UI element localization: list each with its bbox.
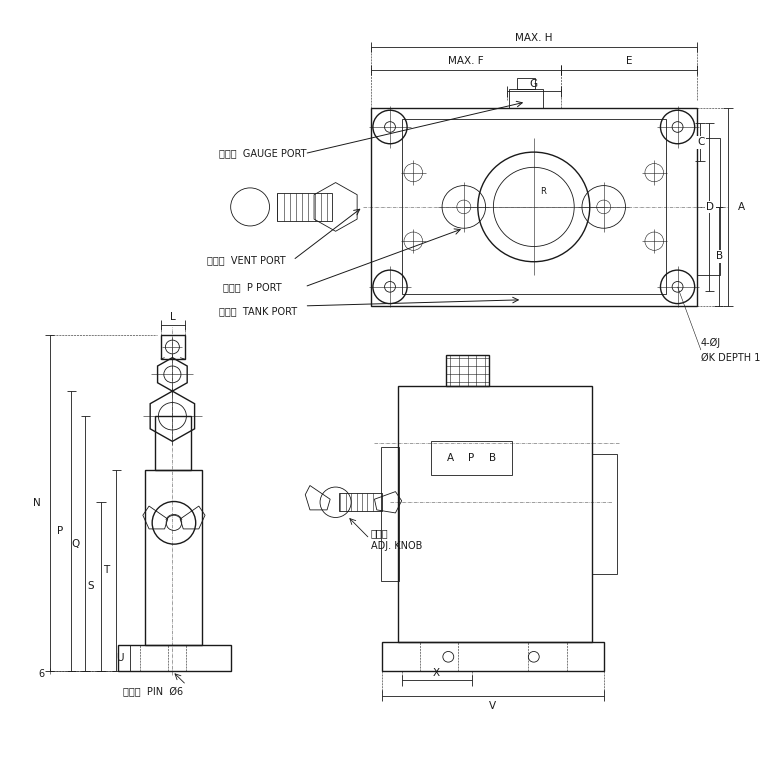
Bar (509, 89, 543, 108)
Text: 測壓口  GAUGE PORT: 測壓口 GAUGE PORT (219, 149, 307, 159)
Bar (592, 455, 617, 574)
Text: U: U (115, 653, 123, 663)
Text: A: A (738, 202, 746, 212)
Text: R: R (541, 187, 546, 196)
Text: T: T (103, 565, 109, 575)
Text: A: A (447, 453, 454, 463)
Bar (381, 447, 399, 581)
Bar (446, 354, 490, 386)
Text: 定位銷  PIN  Ø6: 定位銷 PIN Ø6 (123, 688, 183, 698)
Bar (697, 138, 720, 276)
Text: C: C (697, 138, 704, 147)
Text: 調節鈕: 調節鈕 (370, 528, 388, 538)
Bar (145, 470, 202, 645)
Text: ØK DEPTH 1: ØK DEPTH 1 (701, 353, 760, 363)
Text: V: V (489, 701, 497, 711)
Text: ADJ. KNOB: ADJ. KNOB (370, 542, 422, 552)
Bar (154, 416, 191, 470)
Bar (370, 108, 697, 306)
Bar (516, 77, 535, 89)
Text: P: P (58, 526, 64, 536)
Bar (431, 442, 512, 475)
Text: D: D (706, 202, 714, 212)
Text: E: E (626, 56, 633, 66)
Text: B: B (716, 251, 723, 261)
Text: 4-ØJ: 4-ØJ (701, 338, 721, 348)
Bar (402, 119, 666, 294)
Text: G: G (530, 79, 538, 89)
Text: 回油口  TANK PORT: 回油口 TANK PORT (219, 306, 297, 316)
Text: P: P (469, 453, 475, 463)
Text: 遠控口  VENT PORT: 遠控口 VENT PORT (207, 255, 286, 265)
Text: L: L (169, 312, 176, 322)
Text: S: S (87, 581, 94, 591)
Bar (339, 493, 382, 511)
Text: Q: Q (71, 539, 80, 549)
Text: MAX. H: MAX. H (515, 33, 552, 43)
Bar (278, 193, 332, 221)
Text: MAX. F: MAX. F (448, 56, 484, 66)
Text: 壓力口  P PORT: 壓力口 P PORT (223, 282, 282, 292)
Text: X: X (433, 668, 440, 678)
Text: N: N (34, 498, 41, 508)
Text: B: B (489, 453, 496, 463)
Text: 6: 6 (39, 668, 45, 678)
Bar (118, 645, 231, 672)
Bar (382, 643, 604, 672)
Bar (161, 335, 185, 359)
Bar (398, 386, 592, 643)
